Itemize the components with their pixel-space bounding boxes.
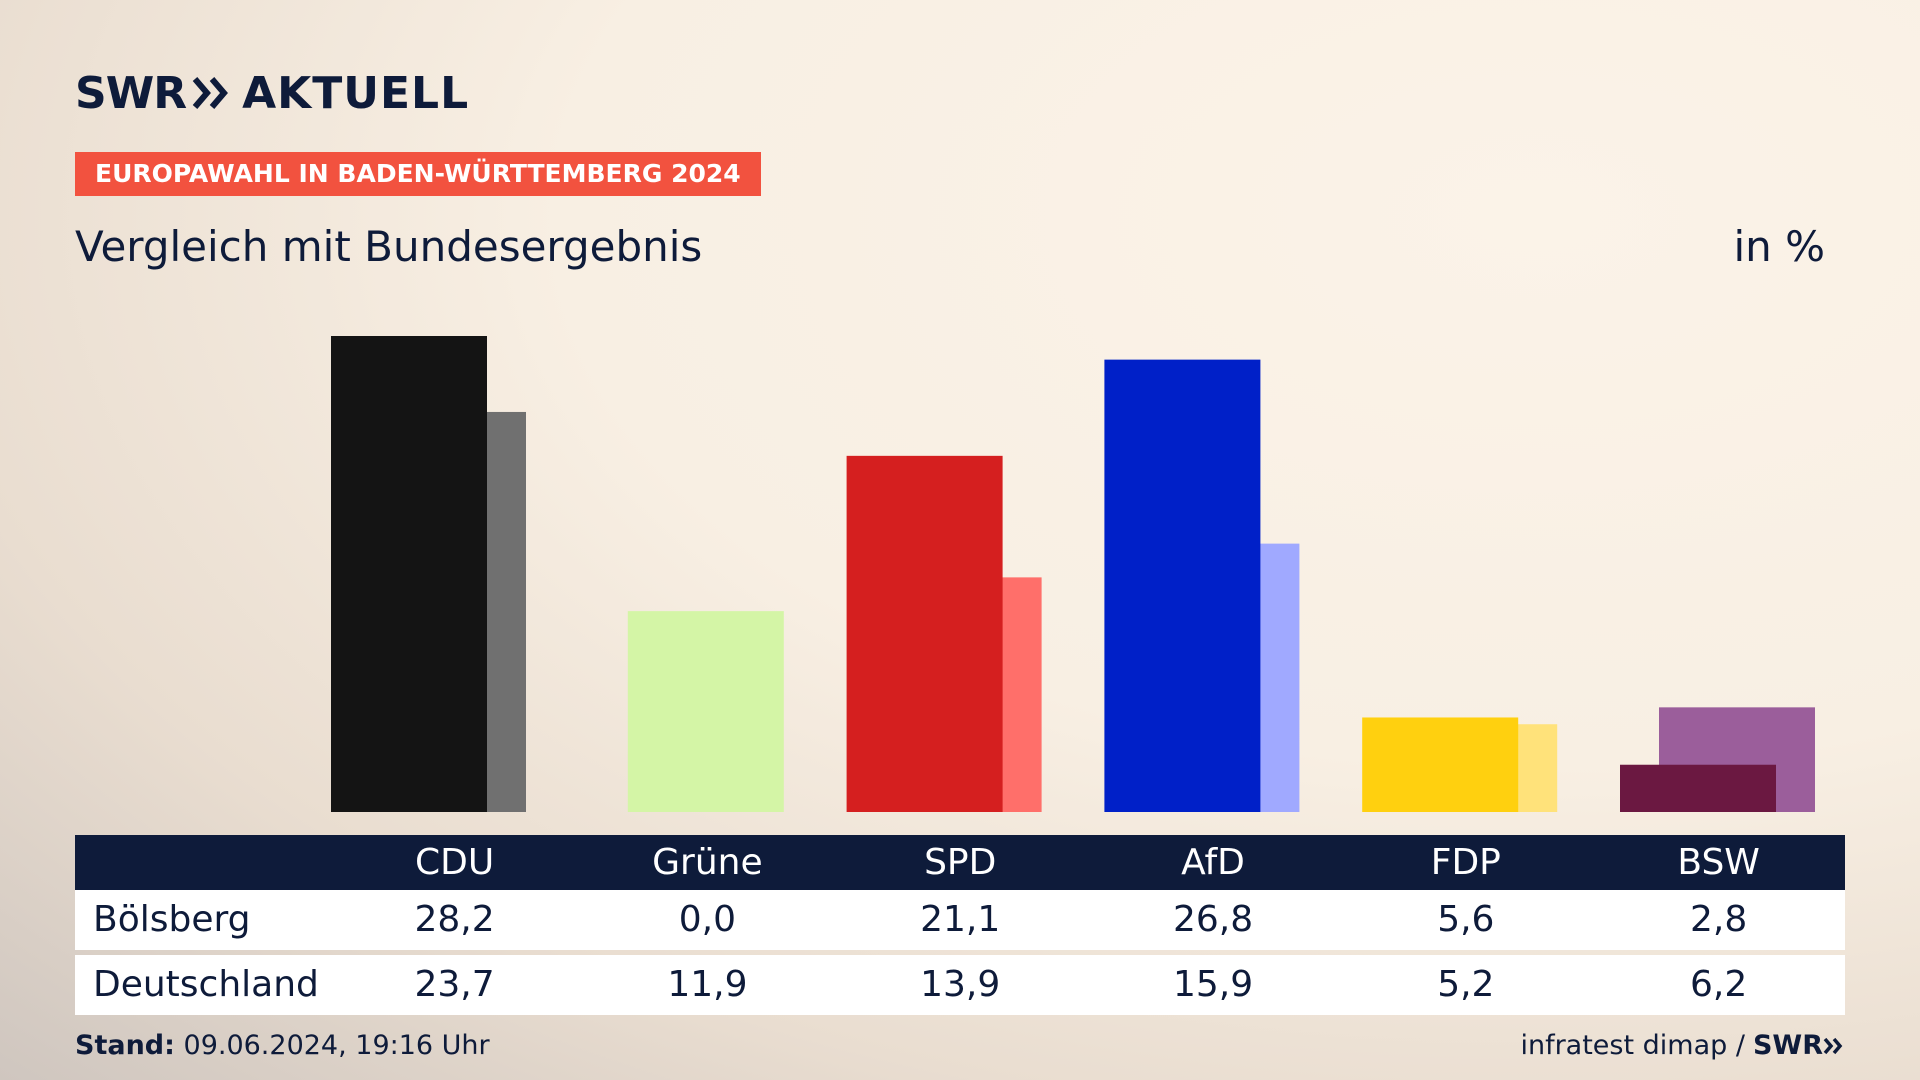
table-cell: 0,0: [678, 899, 737, 940]
table-header: CDU Grüne SPD AfD FDP BSW: [75, 835, 1845, 890]
logo-swr-text: SWR: [75, 67, 187, 119]
header-spd: SPD: [924, 842, 997, 883]
table-cell: 2,8: [1690, 899, 1748, 940]
table-cell: 11,9: [667, 964, 748, 1005]
header-bsw: BSW: [1677, 842, 1760, 883]
timestamp: Stand: 09.06.2024, 19:16 Uhr: [75, 1030, 490, 1061]
bar-bölsberg-fdp: [1362, 717, 1519, 812]
stand-value: 09.06.2024, 19:16 Uhr: [183, 1030, 490, 1061]
bar-deutschland-grüne: [627, 611, 784, 812]
header-spacer: [75, 835, 328, 890]
table-cell: 5,6: [1437, 899, 1495, 940]
header-fdp: FDP: [1430, 842, 1501, 883]
source-credit: infratest dimap / SWR: [1520, 1030, 1845, 1061]
bar-bölsberg-bsw: [1620, 764, 1776, 812]
bar-bölsberg-afd: [1104, 359, 1261, 812]
results-table: CDU Grüne SPD AfD FDP BSW Bölsberg 28,2 …: [75, 835, 1845, 1015]
election-tag: EUROPAWAHL IN BADEN-WÜRTTEMBERG 2024: [75, 152, 761, 196]
table-row: Deutschland 23,7 11,9 13,9 15,9 5,2 6,2: [75, 955, 1845, 1015]
table-cell: 23,7: [414, 964, 495, 1005]
row-label: Bölsberg: [93, 899, 251, 940]
chart-subtitle: Vergleich mit Bundesergebnis: [75, 222, 703, 271]
swr-aktuell-logo: SWR AKTUELL: [75, 67, 470, 119]
table-cell: 28,2: [414, 899, 495, 940]
source-text: infratest dimap /: [1520, 1030, 1745, 1061]
table-cell: 13,9: [920, 964, 1001, 1005]
chevrons-icon: [192, 77, 229, 109]
bar-bölsberg-spd: [846, 455, 1003, 812]
stand-label: Stand:: [75, 1030, 175, 1061]
row-label: Deutschland: [93, 964, 319, 1005]
unit-label: in %: [1733, 222, 1825, 271]
table-cell: 26,8: [1172, 899, 1254, 940]
chevrons-icon: [1823, 1037, 1843, 1054]
header-afd: AfD: [1181, 842, 1245, 883]
table-cell: 21,1: [920, 899, 1001, 940]
header-gruene: Grüne: [652, 842, 763, 883]
table-cell: 6,2: [1690, 964, 1748, 1005]
table-row: Bölsberg 28,2 0,0 21,1 26,8 5,6 2,8: [75, 890, 1845, 950]
bar-bölsberg-cdu: [331, 336, 487, 812]
table-cell: 15,9: [1172, 964, 1254, 1005]
footer-swr-logo: SWR: [1752, 1030, 1823, 1061]
header-cdu: CDU: [414, 842, 495, 883]
table-cell: 5,2: [1437, 964, 1495, 1005]
logo-sub-text: AKTUELL: [242, 67, 470, 119]
